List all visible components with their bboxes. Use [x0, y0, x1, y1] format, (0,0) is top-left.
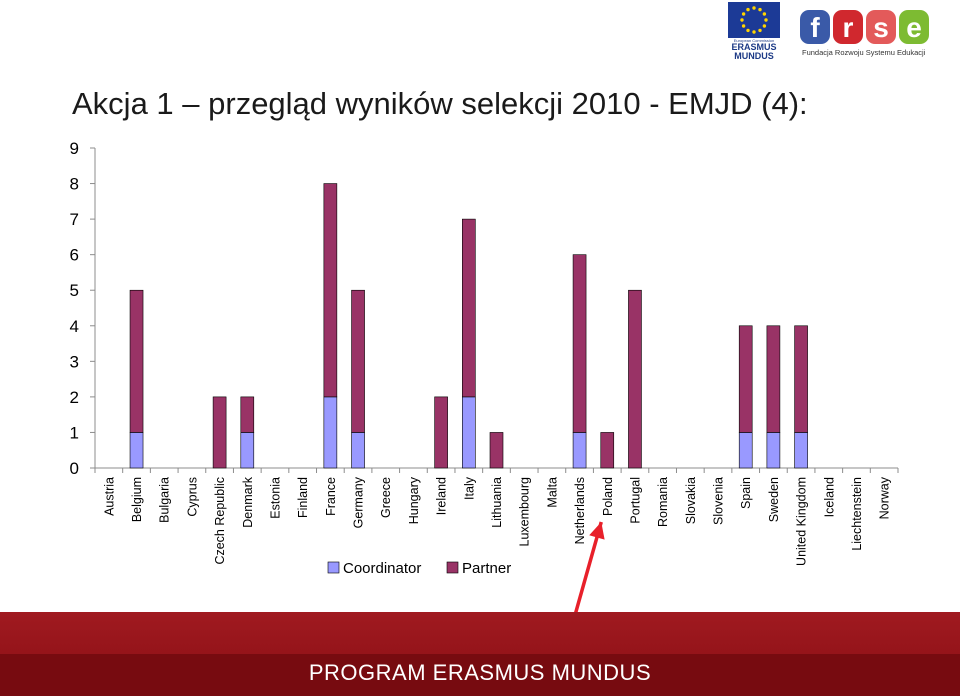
y-tick-label: 4: [70, 317, 79, 336]
eu-mundus-text: MUNDUS: [734, 51, 774, 61]
bar-coordinator-netherlands: [572, 432, 587, 469]
bar-partner-netherlands: [572, 254, 587, 433]
x-category-label: Bulgaria: [158, 477, 172, 523]
bar-partner-sweden: [766, 325, 781, 433]
eu-star-icon: [741, 12, 746, 16]
bar-coordinator-denmark: [240, 432, 255, 469]
eu-star-icon: [740, 18, 744, 22]
eu-erasmus-text: ERASMUS: [731, 42, 777, 52]
bar-partner-denmark: [240, 396, 255, 433]
eu-star-icon: [746, 28, 750, 33]
annotation-arrow-line: [574, 521, 603, 612]
bar-coordinator-united-kingdom: [794, 432, 808, 469]
eu-star-icon: [741, 24, 746, 28]
eu-star-icon: [758, 7, 762, 12]
frse-letter-r: r: [843, 12, 854, 43]
x-category-label: Romania: [656, 477, 670, 527]
y-tick-label: 3: [70, 352, 79, 371]
x-category-label: Czech Republic: [213, 477, 227, 565]
x-category-label: Hungary: [407, 476, 421, 524]
eu-star-icon: [762, 24, 767, 28]
x-category-label: Finland: [296, 477, 310, 518]
frse-subtitle: Fundacja Rozwoju Systemu Edukacji: [802, 48, 926, 57]
eu-star-icon: [752, 6, 756, 10]
x-category-label: Poland: [601, 477, 615, 516]
bar-partner-portugal: [628, 289, 642, 469]
x-category-label: Slovakia: [684, 477, 698, 524]
x-category-label: Netherlands: [573, 477, 587, 544]
eu-star-icon: [746, 7, 750, 12]
legend-swatch-coordinator: [327, 561, 340, 574]
x-category-label: Iceland: [822, 477, 836, 517]
y-tick-label: 2: [70, 388, 79, 407]
x-category-label: Sweden: [767, 477, 781, 522]
x-category-label: Liechtenstein: [850, 477, 864, 551]
legend-label-partner: Partner: [462, 560, 511, 577]
bar-partner-france: [323, 183, 338, 398]
eu-flag-icon: [728, 2, 780, 38]
x-category-label: Slovenia: [712, 477, 726, 525]
y-tick-label: 0: [70, 459, 79, 478]
y-tick-label: 7: [70, 210, 79, 229]
bar-partner-lithuania: [489, 432, 504, 469]
frse-logo: f r s e Fundacja Rozwoju Systemu Edukacj…: [800, 8, 932, 58]
x-category-label: Ireland: [435, 477, 449, 515]
x-category-label: Spain: [739, 477, 753, 509]
x-category-label: Italy: [462, 476, 476, 500]
x-category-label: Malta: [545, 477, 559, 508]
bar-coordinator-france: [323, 396, 338, 469]
footer-strip: [0, 654, 960, 696]
bar-coordinator-italy: [462, 396, 476, 469]
eu-erasmus-mundus-logo: European Commission ERASMUS MUNDUS: [726, 2, 782, 66]
bar-partner-belgium: [129, 289, 144, 433]
bar-partner-ireland: [434, 396, 448, 469]
x-category-label: Greece: [379, 477, 393, 518]
bar-coordinator-germany: [351, 432, 365, 469]
stacked-bar-chart: 0 1 2 3 4 5 6 7 8 9 Austria Belgium Bulgaria Cyprus Cz…: [70, 139, 899, 612]
bar-partner-spain: [738, 325, 753, 433]
y-tick-label: 1: [70, 423, 79, 442]
x-category-label: Luxembourg: [518, 477, 532, 547]
x-category-label: Estonia: [268, 477, 282, 519]
frse-letter-s: s: [873, 12, 889, 43]
x-category-label: France: [324, 477, 338, 516]
x-category-label: Denmark: [241, 476, 255, 527]
bar-partner-poland: [600, 432, 615, 469]
bar-partner-czech-republic: [212, 396, 227, 469]
bar-coordinator-sweden: [766, 432, 781, 469]
x-category-label: Norway: [878, 476, 892, 519]
eu-star-icon: [758, 28, 762, 33]
bar-partner-germany: [351, 289, 365, 433]
y-tick-label: 6: [70, 246, 79, 265]
annotation-arrow-head-icon: [589, 522, 605, 540]
x-category-label: Germany: [352, 476, 366, 528]
page-title: Akcja 1 – przegląd wyników selekcji 2010…: [72, 86, 808, 121]
eu-star-icon: [764, 18, 768, 22]
y-tick-label: 9: [70, 139, 79, 158]
bar-partner-italy: [462, 218, 476, 398]
x-category-label: Belgium: [130, 477, 144, 522]
footer-program-title: PROGRAM ERASMUS MUNDUS: [308, 660, 652, 685]
legend-swatch-partner: [446, 561, 459, 574]
bar-coordinator-spain: [738, 432, 753, 469]
legend-label-coordinator: Coordinator: [343, 560, 421, 577]
eu-commission-text: European Commission: [733, 38, 775, 43]
x-category-label: Portugal: [628, 477, 642, 524]
frse-letter-e: e: [906, 12, 922, 43]
x-category-label: Cyprus: [185, 477, 199, 517]
frse-letter-f: f: [810, 12, 820, 43]
eu-star-icon: [762, 12, 767, 16]
x-category-label: United Kingdom: [795, 477, 809, 566]
bar-coordinator-belgium: [129, 432, 144, 469]
x-category-label: Lithuania: [490, 477, 504, 528]
y-tick-label: 5: [70, 281, 79, 300]
bar-partner-united-kingdom: [794, 325, 808, 433]
x-category-label: Austria: [102, 477, 116, 516]
eu-star-icon: [752, 30, 756, 34]
y-tick-label: 8: [70, 175, 79, 194]
